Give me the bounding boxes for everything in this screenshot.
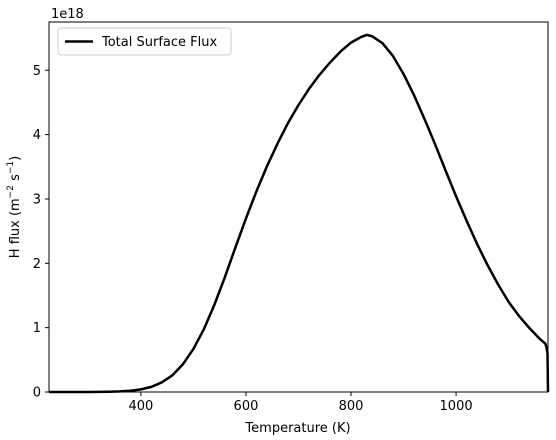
plot-axes: 400 600 800 1000 0 1 2 3 4 5: [33, 21, 550, 414]
x-tick-label-800: 800: [339, 399, 364, 414]
y-tick-label-3: 3: [33, 192, 41, 207]
y-tick-label-2: 2: [33, 257, 41, 272]
y-tick-label-5: 5: [33, 64, 41, 79]
y-tick-label-4: 4: [33, 128, 41, 143]
x-tick-label-600: 600: [234, 399, 259, 414]
series-line-total-surface-flux: [49, 33, 550, 394]
y-tick-label-1: 1: [33, 321, 41, 336]
x-tick-label-1000: 1000: [440, 399, 473, 414]
y-axis-label-exponent-1: −2: [6, 185, 16, 198]
y-tick-label-0: 0: [33, 386, 41, 401]
x-tick-label-400: 400: [129, 399, 154, 414]
y-axis-label-middle: s: [8, 174, 23, 185]
x-axis-label: Temperature (K): [244, 421, 350, 436]
plot-frame: [48, 21, 549, 393]
y-axis-label-exponent-2: −1: [6, 161, 16, 174]
legend-box: [57, 27, 232, 56]
y-axis-label-main: H flux (m: [8, 198, 23, 258]
y-axis-label-end: ): [8, 156, 23, 161]
legend-label-total-surface-flux: Total Surface Flux: [101, 35, 217, 50]
y-offset-label: 1e18: [51, 7, 84, 22]
legend: Total Surface Flux: [57, 27, 232, 56]
y-axis-label: H flux (m−2 s−1): [6, 156, 23, 258]
